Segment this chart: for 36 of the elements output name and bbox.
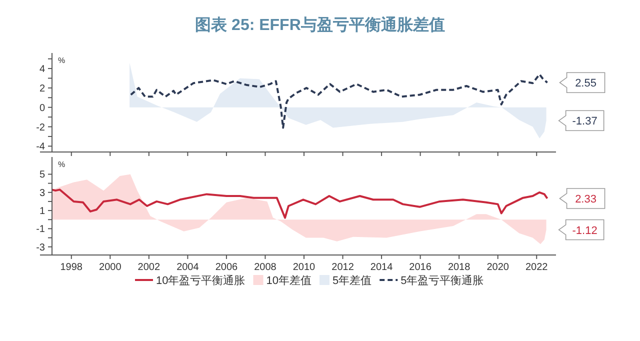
legend-label: 10年盈亏平衡通胀 [156,274,246,287]
legend-label: 10年差值 [266,275,312,287]
x-tick-label: 2008 [254,262,277,273]
y-axis-title: % [58,56,66,65]
line-series [51,188,548,219]
y-tick-label: 1 [39,206,46,218]
y-axis-title: % [58,160,66,169]
y-tick-label: 5 [39,170,46,181]
x-tick-label: 2020 [486,262,510,273]
x-tick-label: 2002 [138,262,160,273]
text: 2.55 [575,78,596,90]
x-tick-label: 2018 [448,262,471,273]
x-tick-label: 2014 [370,262,394,273]
y-tick-label: 2 [39,83,46,94]
x-tick-label: 2000 [99,262,122,273]
legend-label: 5年盈亏平衡通胀 [400,274,484,287]
y-tick-label: -2 [36,122,46,134]
y-tick-label: 0 [39,102,46,114]
x-tick-label: 1998 [60,262,83,273]
text: 2.33 [575,193,596,206]
y-tick-label: 4 [39,64,46,76]
x-tick-label: 2010 [292,262,316,273]
chart-title: 图表 25: EFFR与盈亏平衡通胀差值 [195,16,445,34]
text: -1.12 [572,224,598,237]
x-tick-label: 2012 [332,262,354,273]
y-tick-label: -3 [36,242,46,254]
x-tick-label: 2022 [525,262,548,273]
y-tick-label: -1 [36,224,46,236]
x-tick-label: 2016 [409,262,432,273]
legend-label: 5年差值 [332,275,372,287]
line-series [130,73,548,129]
y-tick-label: 3 [39,188,46,199]
y-tick-label: -4 [36,142,46,153]
x-tick-label: 2004 [176,262,200,273]
text: -1.37 [572,116,598,128]
x-tick-label: 2006 [215,262,238,273]
